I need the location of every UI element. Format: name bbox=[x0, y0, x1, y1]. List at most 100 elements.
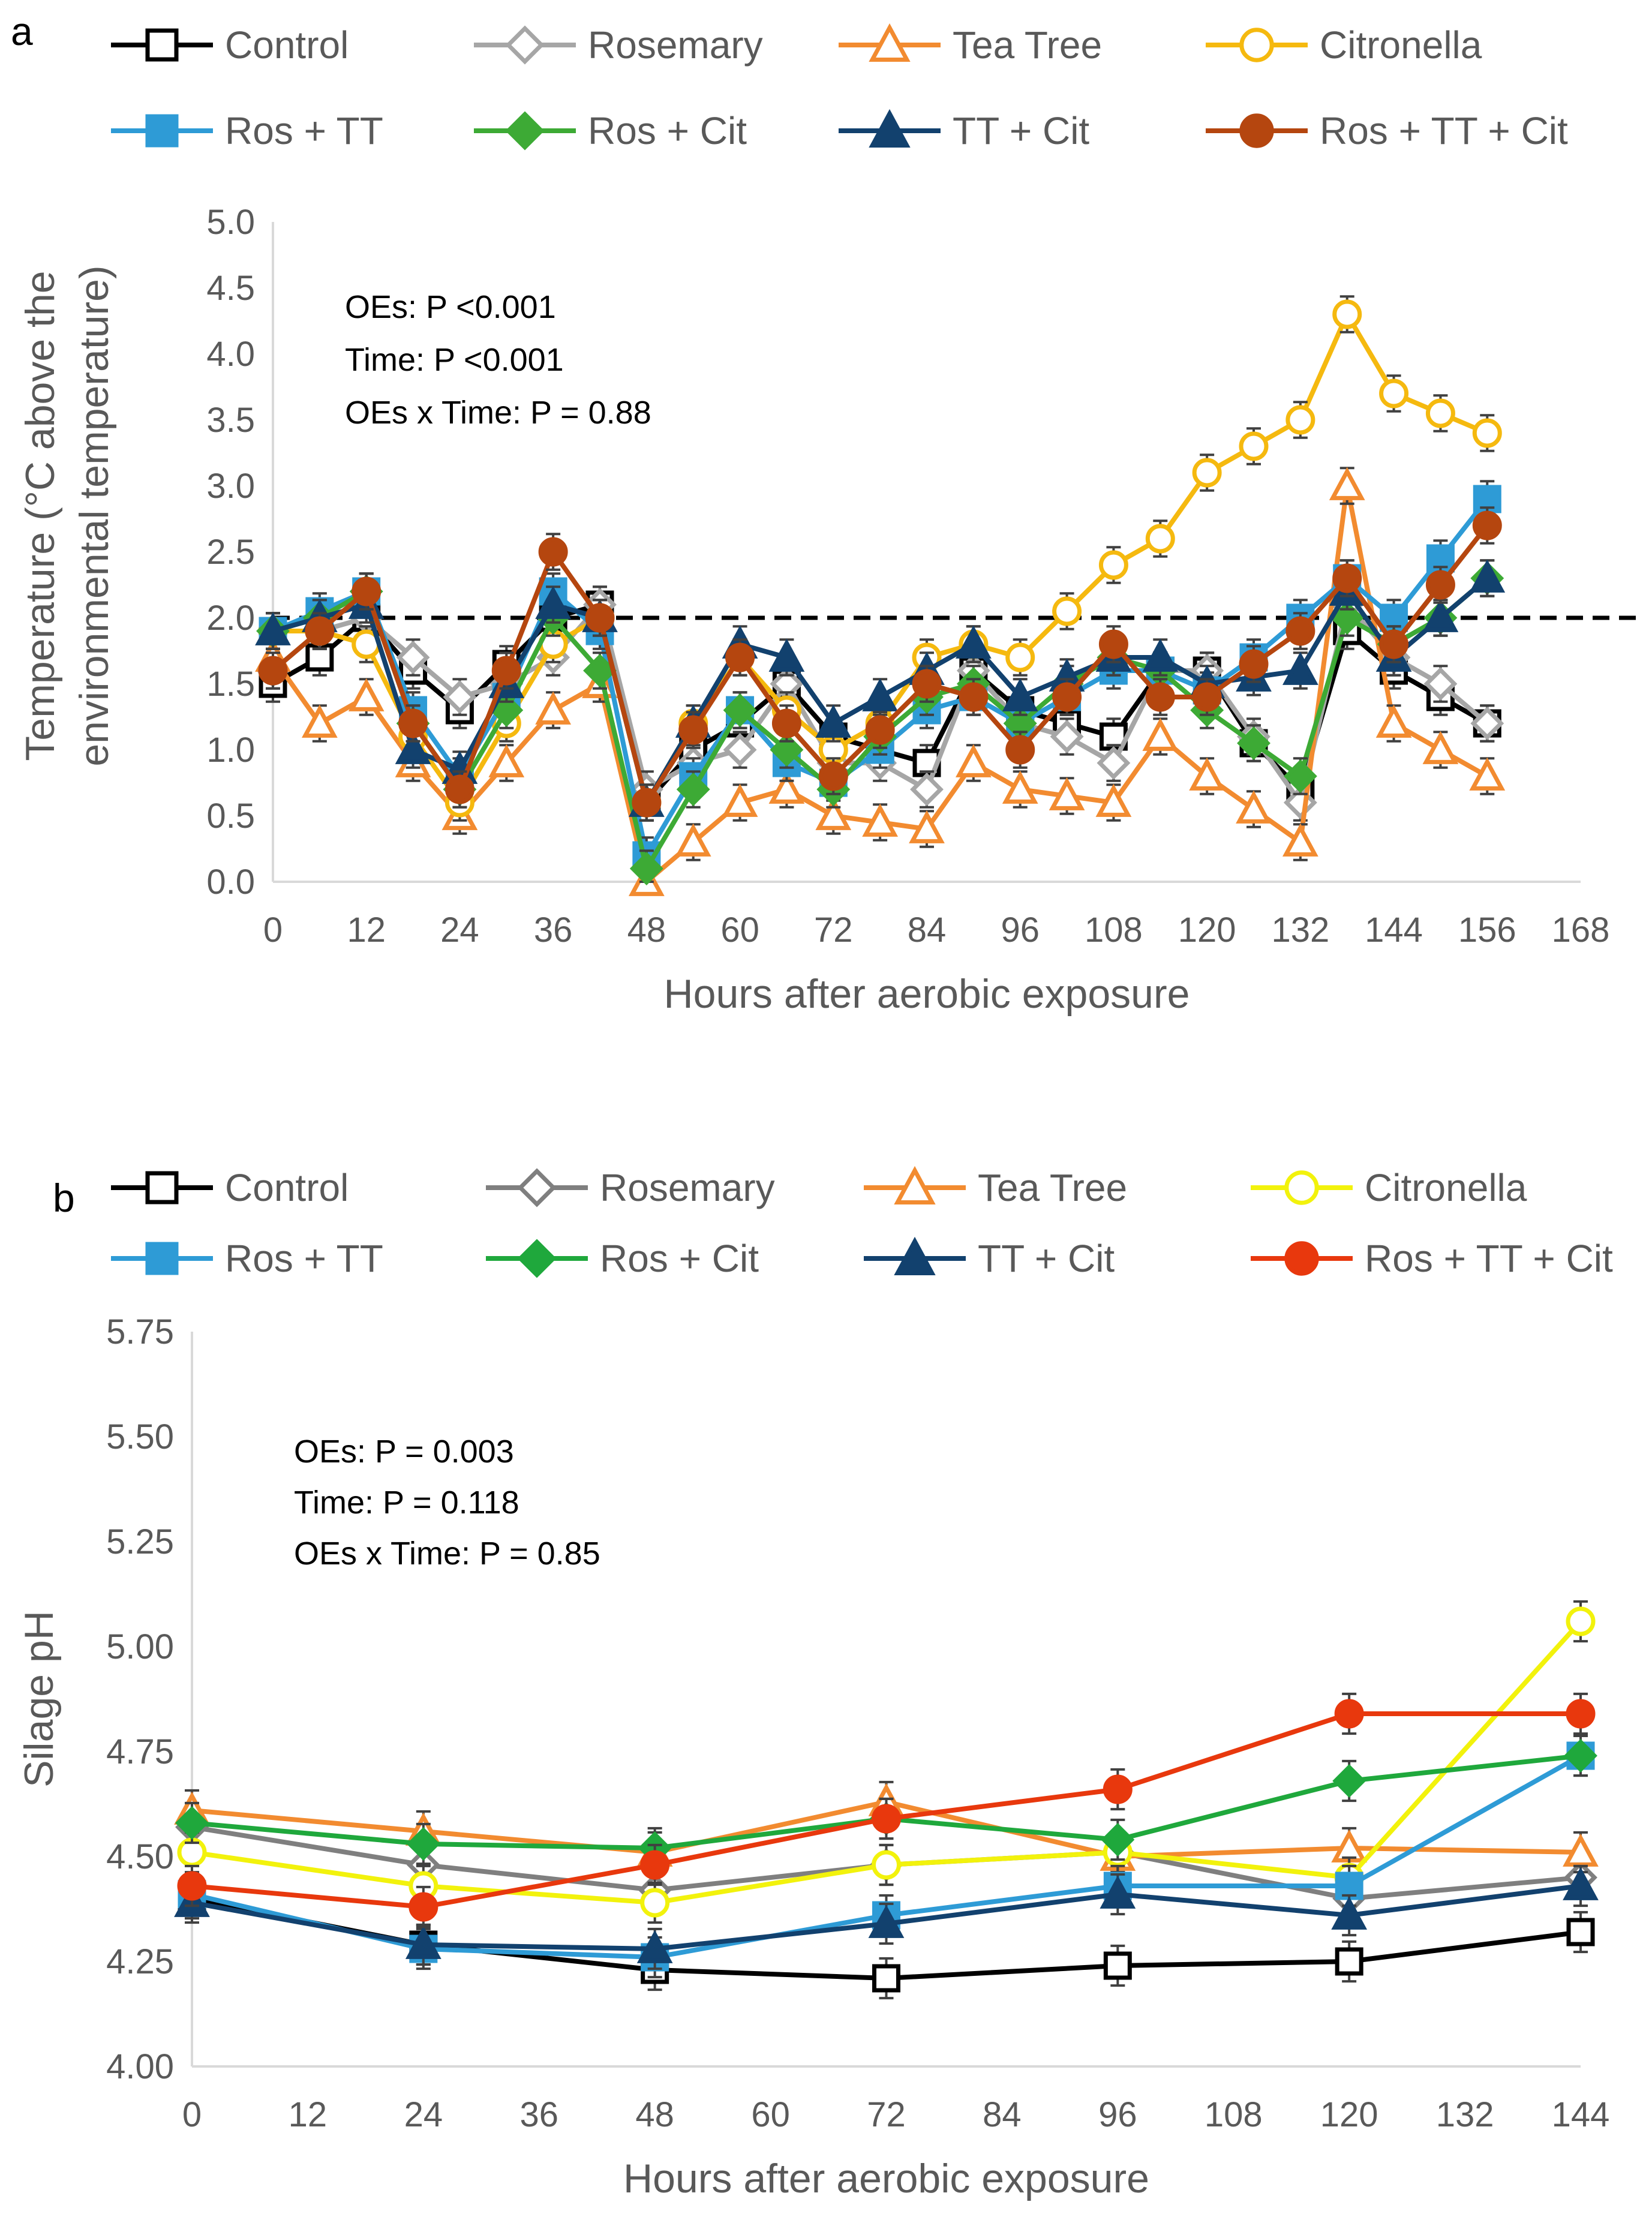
data-point bbox=[768, 638, 805, 672]
data-point bbox=[815, 704, 852, 738]
data-point bbox=[1005, 735, 1035, 765]
x-axis-title: Hours after aerobic exposure bbox=[623, 2156, 1149, 2201]
series-ros-tt-cit bbox=[258, 506, 1502, 822]
legend-label: TT + Cit bbox=[953, 109, 1089, 152]
x-tick-label: 108 bbox=[1085, 911, 1143, 950]
legend-entry: Ros + Cit bbox=[486, 1237, 759, 1280]
data-point bbox=[1329, 467, 1365, 500]
legend-entry: Tea Tree bbox=[839, 23, 1102, 67]
x-tick-label: 60 bbox=[720, 911, 759, 950]
data-point bbox=[406, 1827, 440, 1861]
panel-label: a bbox=[11, 9, 33, 53]
data-point bbox=[771, 708, 801, 738]
data-point bbox=[955, 625, 992, 659]
x-tick-label: 72 bbox=[867, 2095, 906, 2134]
legend-marker bbox=[145, 1242, 179, 1275]
data-point bbox=[444, 774, 474, 804]
y-tick-label: 0.0 bbox=[206, 863, 255, 902]
data-point bbox=[1189, 757, 1226, 791]
data-point bbox=[909, 810, 945, 843]
legend-label: Tea Tree bbox=[978, 1166, 1127, 1209]
data-point bbox=[1142, 717, 1179, 751]
data-point bbox=[1103, 1951, 1132, 1980]
data-point bbox=[912, 669, 942, 699]
data-point bbox=[1375, 704, 1412, 738]
data-point bbox=[1332, 563, 1362, 593]
data-point bbox=[1566, 1699, 1596, 1729]
legend-entry: Ros + Cit bbox=[474, 109, 747, 152]
data-point bbox=[488, 744, 525, 777]
y-tick-label: 3.0 bbox=[206, 467, 255, 506]
data-point bbox=[301, 704, 338, 738]
data-point bbox=[1095, 783, 1132, 817]
data-point bbox=[636, 1930, 673, 1963]
y-tick-label: 4.50 bbox=[106, 1837, 174, 1876]
data-point bbox=[862, 803, 899, 837]
y-tick-label: 4.75 bbox=[106, 1732, 174, 1771]
data-point bbox=[443, 680, 477, 714]
x-tick-label: 36 bbox=[519, 2095, 558, 2134]
x-tick-label: 60 bbox=[751, 2095, 790, 2134]
data-point bbox=[1239, 431, 1269, 461]
legend-label: Ros + TT bbox=[225, 109, 383, 152]
data-point bbox=[1282, 823, 1318, 857]
y-tick-label: 4.00 bbox=[106, 2047, 174, 2086]
y-tick-label: 5.0 bbox=[206, 203, 255, 242]
legend-entry: Control bbox=[111, 1166, 349, 1209]
legend-label: Ros + Cit bbox=[588, 109, 747, 152]
legend-label: Ros + Cit bbox=[600, 1237, 759, 1280]
legend-marker bbox=[1239, 28, 1274, 62]
series-citronella bbox=[177, 1600, 1596, 1924]
data-point bbox=[722, 783, 758, 817]
data-point bbox=[1563, 1833, 1599, 1867]
legend-marker bbox=[145, 114, 179, 148]
data-point bbox=[535, 691, 572, 725]
x-tick-label: 168 bbox=[1552, 911, 1610, 950]
data-point bbox=[1472, 510, 1502, 540]
data-point bbox=[255, 612, 291, 645]
data-point bbox=[175, 1806, 209, 1840]
y-tick-label: 1.5 bbox=[206, 665, 255, 704]
data-point bbox=[640, 1850, 670, 1880]
data-point bbox=[723, 733, 757, 767]
x-tick-label: 144 bbox=[1365, 911, 1423, 950]
y-axis-title-line2: environmental temperature) bbox=[71, 265, 117, 766]
data-point bbox=[868, 1904, 905, 1938]
data-point bbox=[1100, 1875, 1136, 1909]
data-point bbox=[1422, 731, 1459, 764]
y-tick-label: 5.50 bbox=[106, 1417, 174, 1456]
data-point bbox=[1145, 524, 1175, 554]
data-point bbox=[1103, 1774, 1133, 1804]
legend-entry: Rosemary bbox=[474, 23, 763, 67]
data-point bbox=[818, 761, 848, 791]
data-point bbox=[1239, 649, 1269, 679]
y-axis-title-line1: Temperature (°C above the bbox=[17, 271, 63, 761]
data-point bbox=[632, 788, 662, 818]
data-point bbox=[678, 715, 708, 745]
stat-annotation: OEs x Time: P = 0.88 bbox=[345, 395, 651, 431]
data-point bbox=[1469, 559, 1506, 593]
data-point bbox=[491, 656, 521, 686]
y-tick-label: 4.25 bbox=[106, 1942, 174, 1981]
legend-label: Rosemary bbox=[600, 1166, 775, 1209]
x-tick-label: 144 bbox=[1552, 2095, 1610, 2134]
legend-entry: Rosemary bbox=[486, 1166, 775, 1209]
legend-entry: Control bbox=[111, 23, 349, 67]
x-tick-label: 120 bbox=[1178, 911, 1236, 950]
data-point bbox=[1283, 759, 1317, 793]
legend-marker bbox=[145, 1171, 179, 1204]
x-tick-label: 108 bbox=[1205, 2095, 1263, 2134]
data-point bbox=[1423, 667, 1458, 701]
data-point bbox=[1097, 746, 1131, 780]
x-tick-label: 84 bbox=[908, 911, 947, 950]
data-point bbox=[1472, 418, 1502, 448]
legend-label: Control bbox=[225, 1166, 349, 1209]
data-point bbox=[1470, 707, 1504, 740]
data-point bbox=[1331, 1896, 1368, 1930]
legend-marker bbox=[1284, 1170, 1319, 1205]
data-point bbox=[395, 731, 431, 764]
data-point bbox=[396, 641, 430, 674]
data-point bbox=[258, 656, 288, 686]
stat-annotation: OEs x Time: P = 0.85 bbox=[294, 1536, 600, 1572]
data-point bbox=[1425, 398, 1455, 428]
